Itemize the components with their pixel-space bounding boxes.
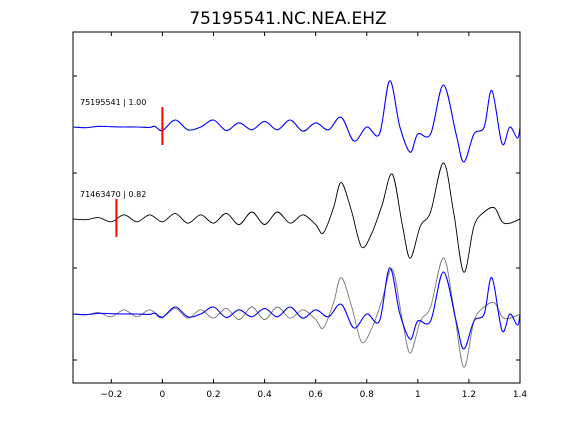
x-tick-label: 0.6 xyxy=(308,390,323,400)
trace-label: 75195541 | 1.00 xyxy=(80,98,146,107)
waveform-traces: 75195541 | 1.00 71463470 | 0.82 xyxy=(72,80,521,368)
x-tick-label: 0.4 xyxy=(257,390,272,400)
waveform-line-gray xyxy=(72,257,521,368)
x-axis: −0.2 0 0.2 0.4 0.6 0.8 1 1.2 1.4 xyxy=(100,32,527,400)
chart-title: 75195541.NC.NEA.EHZ xyxy=(189,9,386,29)
trace-2: 71463470 | 0.82 xyxy=(72,162,521,273)
trace-3 xyxy=(72,257,521,368)
waveform-line xyxy=(72,162,521,273)
x-tick-label: 0.8 xyxy=(360,390,375,400)
x-tick-label: 1.4 xyxy=(513,390,528,400)
x-tick-label: −0.2 xyxy=(100,390,122,400)
waveform-line-blue xyxy=(72,267,521,350)
y-tick-marks xyxy=(73,75,520,361)
x-tick-label: 1 xyxy=(415,390,421,400)
plot-frame xyxy=(72,31,521,384)
trace-label: 71463470 | 0.82 xyxy=(80,190,146,199)
x-tick-label: 0 xyxy=(160,390,166,400)
trace-1: 75195541 | 1.00 xyxy=(72,80,521,163)
waveform-line xyxy=(72,80,521,163)
x-tick-label: 0.2 xyxy=(206,390,220,400)
x-tick-label: 1.2 xyxy=(462,390,476,400)
